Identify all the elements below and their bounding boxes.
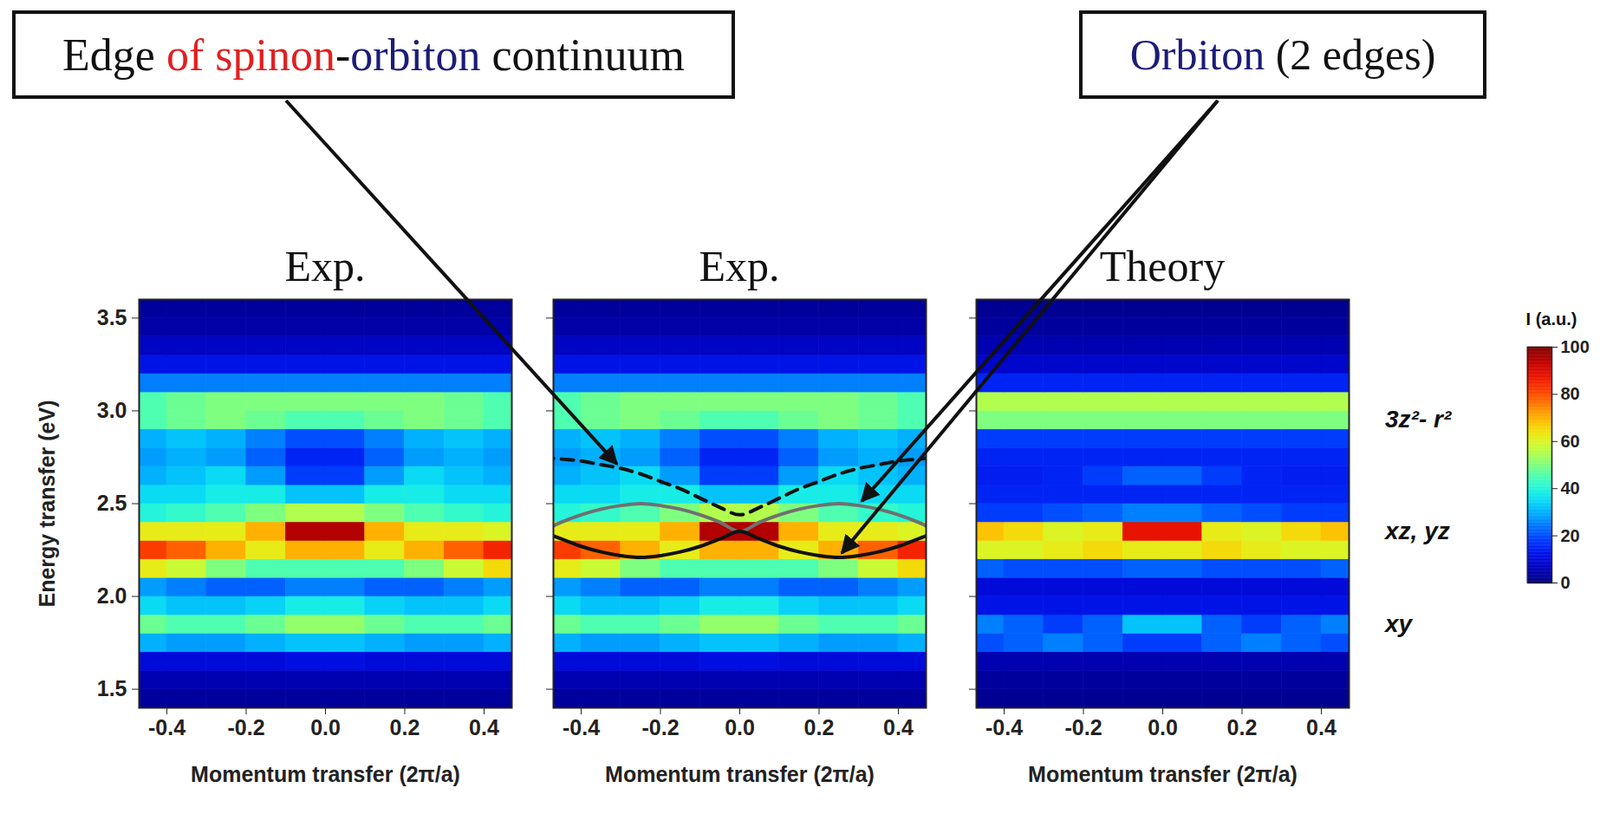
html-text:Edge of spinon - orbiton conti: Edge of spinon - orbiton continuum <box>62 29 685 80</box>
svg-text:0.0: 0.0 <box>310 715 341 740</box>
svg-text:Energy transfer (eV): Energy transfer (eV) <box>34 400 59 608</box>
svg-text:0.2: 0.2 <box>804 715 835 740</box>
html-text:xz, yz: xz, yz <box>1385 517 1450 544</box>
svg-text:3.0: 3.0 <box>97 397 128 423</box>
svg-text:-0.4: -0.4 <box>985 715 1023 740</box>
html-text:xy: xy <box>1385 609 1413 637</box>
svg-text:-0.2: -0.2 <box>641 715 679 740</box>
svg-text:2.0: 2.0 <box>97 583 128 608</box>
html-text:Exp.: Exp. <box>699 241 780 291</box>
html-text:Orbiton (2 edges): Orbiton (2 edges) <box>1129 30 1436 79</box>
svg-text:0.4: 0.4 <box>883 715 914 740</box>
svg-text:80: 80 <box>1560 383 1581 404</box>
svg-text:100: 100 <box>1560 337 1590 357</box>
svg-text:0.0: 0.0 <box>724 715 755 740</box>
svg-text:-0.4: -0.4 <box>562 715 600 740</box>
svg-text:60: 60 <box>1560 431 1581 451</box>
svg-text:-0.2: -0.2 <box>1064 715 1102 740</box>
html-text:Exp.: Exp. <box>284 241 366 291</box>
svg-text:0.0: 0.0 <box>1147 715 1178 740</box>
html-text:3z²- r²: 3z²- r² <box>1385 405 1452 433</box>
svg-text:0.2: 0.2 <box>390 715 421 740</box>
svg-text:-0.2: -0.2 <box>227 715 265 740</box>
html-text:Theory: Theory <box>1099 241 1225 291</box>
svg-text:0.2: 0.2 <box>1227 715 1258 740</box>
svg-text:1.5: 1.5 <box>97 676 128 701</box>
svg-text:20: 20 <box>1560 526 1581 546</box>
svg-text:3.5: 3.5 <box>97 305 128 330</box>
svg-text:40: 40 <box>1560 478 1581 498</box>
svg-text:0.4: 0.4 <box>1306 715 1337 740</box>
svg-text:0: 0 <box>1560 572 1571 592</box>
svg-text:0.4: 0.4 <box>468 715 500 740</box>
svg-text:-0.4: -0.4 <box>148 715 186 740</box>
svg-text:Momentum transfer (2π/a): Momentum transfer (2π/a) <box>604 761 875 787</box>
html-text:I (a.u.): I (a.u.) <box>1525 309 1577 329</box>
svg-text:Momentum transfer (2π/a): Momentum transfer (2π/a) <box>190 761 461 787</box>
svg-text:Momentum transfer (2π/a): Momentum transfer (2π/a) <box>1027 761 1298 787</box>
svg-text:2.5: 2.5 <box>97 490 128 515</box>
